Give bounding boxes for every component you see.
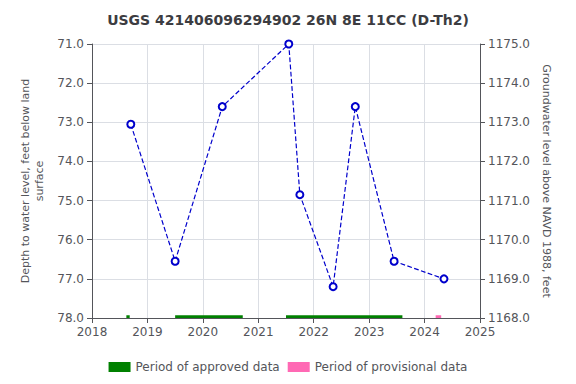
svg-text:2023: 2023	[354, 325, 385, 339]
svg-text:71.0: 71.0	[57, 37, 84, 51]
svg-text:Period of provisional data: Period of provisional data	[315, 360, 468, 374]
svg-text:1174.0: 1174.0	[488, 76, 530, 90]
svg-text:2024: 2024	[409, 325, 440, 339]
svg-text:surface: surface	[33, 160, 46, 201]
svg-text:1175.0: 1175.0	[488, 37, 530, 51]
svg-text:1172.0: 1172.0	[488, 154, 530, 168]
svg-text:73.0: 73.0	[57, 115, 84, 129]
svg-text:2018: 2018	[77, 325, 108, 339]
svg-text:1173.0: 1173.0	[488, 115, 530, 129]
svg-text:78.0: 78.0	[57, 311, 84, 325]
svg-text:74.0: 74.0	[57, 154, 84, 168]
svg-text:2022: 2022	[298, 325, 329, 339]
svg-text:1168.0: 1168.0	[488, 311, 530, 325]
svg-text:Depth to water level, feet bel: Depth to water level, feet below land	[19, 79, 32, 284]
svg-text:2019: 2019	[132, 325, 163, 339]
svg-text:76.0: 76.0	[57, 233, 84, 247]
svg-text:77.0: 77.0	[57, 272, 84, 286]
svg-text:USGS 421406096294902 26N 8E 11: USGS 421406096294902 26N 8E 11CC (D-Th2)	[107, 12, 469, 28]
svg-text:Period of approved data: Period of approved data	[136, 360, 280, 374]
svg-text:2021: 2021	[243, 325, 274, 339]
svg-text:1170.0: 1170.0	[488, 233, 530, 247]
svg-text:2020: 2020	[188, 325, 219, 339]
svg-text:1171.0: 1171.0	[488, 194, 530, 208]
svg-text:Groundwater level above NAVD 1: Groundwater level above NAVD 1988, feet	[540, 64, 553, 298]
svg-text:2025: 2025	[465, 325, 496, 339]
svg-text:72.0: 72.0	[57, 76, 84, 90]
svg-text:1169.0: 1169.0	[488, 272, 530, 286]
svg-text:75.0: 75.0	[57, 194, 84, 208]
